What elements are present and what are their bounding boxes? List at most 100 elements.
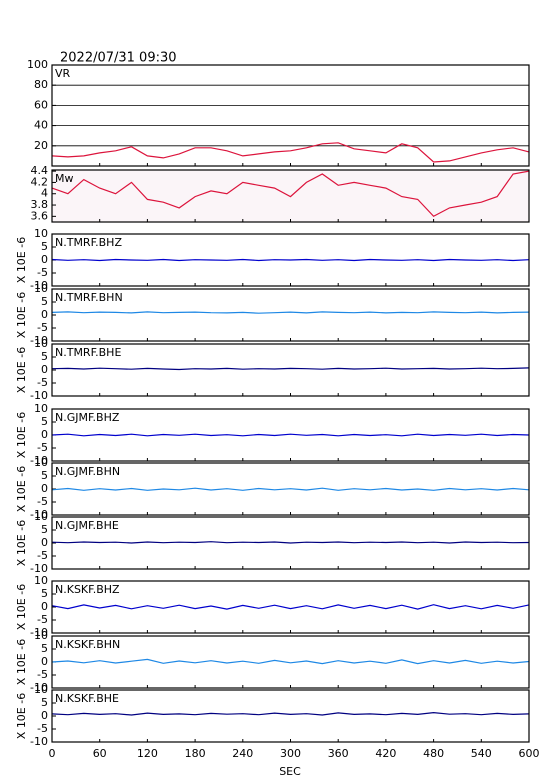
y-tick-label: 10 (34, 227, 48, 240)
y-tick-label: 0 (41, 655, 48, 668)
panel-background (52, 344, 529, 396)
panel-label: N.TMRF.BHZ (55, 236, 122, 249)
y-tick-label: 10 (34, 282, 48, 295)
x-tick-label: 480 (423, 747, 444, 760)
y-tick-label: 100 (27, 58, 48, 71)
y-tick-label: 0 (41, 428, 48, 441)
data-line (51, 142, 530, 163)
y-tick-label: -5 (37, 441, 48, 454)
y-tick-label: 10 (34, 402, 48, 415)
x-tick-label: 600 (519, 747, 540, 760)
y-tick-label: 10 (34, 629, 48, 642)
y-tick-label: 5 (41, 415, 48, 428)
y-tick-label: 20 (34, 139, 48, 152)
x-tick-label: 240 (232, 747, 253, 760)
y-tick-label: -5 (37, 495, 48, 508)
data-line (51, 311, 530, 314)
panel-frame (51, 516, 530, 570)
y-tick-label: 0 (41, 308, 48, 321)
x-tick-label: 360 (328, 747, 349, 760)
y-tick-label: 10 (34, 337, 48, 350)
y-axis-label: X 10E -6 (15, 520, 28, 566)
panel-frame (51, 169, 530, 223)
y-tick-label: 10 (34, 456, 48, 469)
panel-label: N.GJMF.BHN (55, 465, 120, 478)
y-tick-label: -10 (30, 508, 48, 521)
y-axis-label: X 10E -6 (15, 292, 28, 338)
data-line (51, 658, 530, 665)
panel-frame (51, 288, 530, 342)
y-tick-label: 10 (34, 574, 48, 587)
panel-label: N.KSKF.BHZ (55, 583, 120, 596)
panel-label: Mw (55, 172, 74, 185)
y-tick-label: 4.4 (31, 164, 49, 177)
y-tick-label: 40 (34, 119, 48, 132)
x-tick-label: 300 (280, 747, 301, 760)
y-tick-label: 5 (41, 523, 48, 536)
panel-background (52, 636, 529, 688)
panel-frame (51, 64, 530, 167)
panel-frame (51, 408, 530, 462)
y-tick-label: -5 (37, 549, 48, 562)
y-tick-label: 60 (34, 98, 48, 111)
x-tick-label: 120 (137, 747, 158, 760)
panel-label: N.KSKF.BHN (55, 638, 120, 651)
y-axis-label: X 10E -6 (15, 693, 28, 739)
y-axis-label: X 10E -6 (15, 584, 28, 630)
y-tick-label: 5 (41, 642, 48, 655)
y-axis-label: X 10E -6 (15, 237, 28, 283)
panel-frame (51, 233, 530, 287)
y-tick-label: -10 (30, 389, 48, 402)
y-tick-label: -5 (37, 321, 48, 334)
y-tick-label: 10 (34, 510, 48, 523)
x-tick-label: 60 (93, 747, 107, 760)
panel-frame (51, 343, 530, 397)
y-axis-label: X 10E -6 (15, 412, 28, 458)
y-tick-label: 3.8 (31, 198, 49, 211)
panel-label: N.KSKF.BHE (55, 692, 119, 705)
y-tick-label: -5 (37, 266, 48, 279)
y-tick-label: -5 (37, 722, 48, 735)
y-tick-label: 4 (41, 187, 48, 200)
y-tick-label: 5 (41, 696, 48, 709)
x-tick-label: 180 (185, 747, 206, 760)
panel-label: N.TMRF.BHN (55, 291, 123, 304)
panel-label: N.GJMF.BHZ (55, 411, 120, 424)
x-axis-label: SEC (279, 765, 301, 778)
y-tick-label: 10 (34, 683, 48, 696)
y-axis-label: X 10E -6 (15, 639, 28, 685)
data-line (51, 170, 530, 218)
x-tick-label: 0 (49, 747, 56, 760)
y-tick-label: -10 (30, 279, 48, 292)
y-tick-label: 5 (41, 350, 48, 363)
panel-background (52, 289, 529, 341)
y-tick-label: 0 (41, 709, 48, 722)
y-tick-label: 80 (34, 78, 48, 91)
y-tick-label: 0 (41, 536, 48, 549)
y-tick-label: -10 (30, 735, 48, 748)
y-tick-label: -10 (30, 681, 48, 694)
y-tick-label: -10 (30, 454, 48, 467)
y-tick-label: -10 (30, 562, 48, 575)
y-tick-label: 5 (41, 469, 48, 482)
x-tick-label: 540 (471, 747, 492, 760)
x-tick-label: 420 (375, 747, 396, 760)
panel-label: N.TMRF.BHE (55, 346, 121, 359)
data-line (51, 258, 530, 262)
y-tick-label: -5 (37, 668, 48, 681)
data-line (51, 604, 530, 610)
panel-background (52, 690, 529, 742)
y-tick-label: 4.2 (31, 175, 49, 188)
y-tick-label: 5 (41, 587, 48, 600)
chart-title: 2022/07/31 09:30 (60, 51, 177, 66)
panel-frame (51, 635, 530, 689)
panel-label: VR (55, 67, 71, 80)
panel-background (52, 581, 529, 633)
y-tick-label: 5 (41, 295, 48, 308)
data-line (51, 367, 530, 371)
panel-frame (51, 580, 530, 634)
data-line (51, 487, 530, 491)
y-tick-label: 3.6 (31, 209, 49, 222)
y-tick-label: -10 (30, 334, 48, 347)
